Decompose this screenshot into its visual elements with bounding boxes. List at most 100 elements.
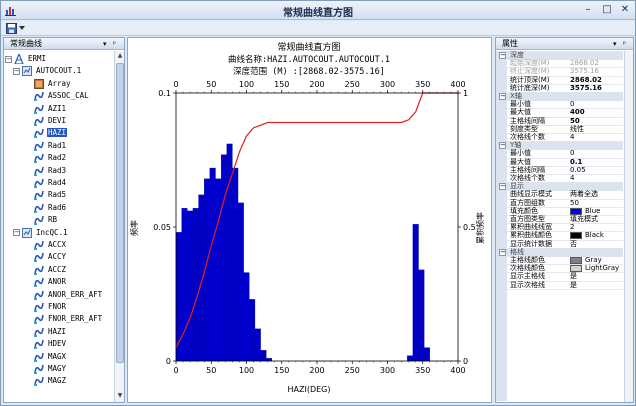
- collapse-toggle[interactable]: −: [13, 66, 20, 75]
- tree-item[interactable]: HAZI: [34, 326, 67, 338]
- property-row[interactable]: 直方图类型 填充模式: [496, 215, 623, 224]
- property-value[interactable]: 50: [570, 117, 626, 126]
- tree-item[interactable]: DEVI: [34, 115, 67, 127]
- property-row[interactable]: 填充颜色 Blue: [496, 207, 623, 216]
- property-row[interactable]: 累积曲线颜色 Black: [496, 231, 623, 240]
- property-value[interactable]: 是: [570, 281, 626, 290]
- property-row[interactable]: 最大值 0.1: [496, 158, 623, 167]
- property-row[interactable]: 统计顶深(M) 2868.02: [496, 76, 623, 85]
- property-value[interactable]: Black: [570, 231, 626, 240]
- property-category[interactable]: − 格线: [496, 247, 623, 257]
- property-row[interactable]: 终止深度(M) 3575.16: [496, 67, 623, 76]
- pin-icon[interactable]: ᵖ: [113, 40, 116, 48]
- tree-item[interactable]: Rad6: [34, 202, 67, 214]
- tree-item[interactable]: FNOR: [34, 301, 67, 313]
- property-row[interactable]: 刻度类型 线性: [496, 125, 623, 134]
- tree-item[interactable]: MAGZ: [34, 375, 67, 387]
- maximize-button[interactable]: □: [602, 4, 612, 15]
- property-value[interactable]: 3575.16: [570, 84, 626, 93]
- property-value[interactable]: 2: [570, 223, 626, 232]
- chevron-down-icon[interactable]: [19, 25, 25, 31]
- property-value[interactable]: 2868.02: [570, 76, 626, 85]
- save-icon[interactable]: [6, 23, 17, 34]
- tree-item[interactable]: RB: [34, 214, 58, 226]
- property-row[interactable]: 最小值 0: [496, 149, 623, 158]
- tree-item[interactable]: AZI1: [34, 103, 67, 115]
- property-category[interactable]: − Y轴: [496, 141, 623, 151]
- property-row[interactable]: 累积曲线线宽 2: [496, 223, 623, 232]
- property-value[interactable]: 填充模式: [570, 215, 626, 224]
- tree-item[interactable]: Rad4: [34, 177, 67, 189]
- property-value[interactable]: 0: [570, 149, 626, 158]
- property-row[interactable]: 主格线颜色 Gray: [496, 256, 623, 265]
- tree-item[interactable]: AUTOCOUT.1: [22, 65, 82, 77]
- property-row[interactable]: 主格线间隔 50: [496, 117, 623, 126]
- property-category[interactable]: − 深度: [496, 51, 623, 60]
- title-bar[interactable]: 常规曲线直方图 – □ ✕: [1, 1, 635, 20]
- property-value[interactable]: 4: [570, 174, 626, 183]
- property-value[interactable]: 50: [570, 199, 626, 208]
- tree-item[interactable]: MAGY: [34, 363, 67, 375]
- property-row[interactable]: 次格线个数 4: [496, 174, 623, 183]
- collapse-toggle[interactable]: −: [499, 141, 506, 150]
- tree-item[interactable]: Rad1: [34, 140, 67, 152]
- tree-item[interactable]: IncQC.1: [22, 227, 69, 239]
- scroll-down-arrow[interactable]: ▼: [117, 392, 123, 399]
- property-value[interactable]: 是: [570, 272, 626, 281]
- property-row[interactable]: 曲线显示模式 两着全选: [496, 190, 623, 199]
- tree-item[interactable]: ACCY: [34, 251, 67, 263]
- property-value[interactable]: 0.1: [570, 158, 626, 167]
- collapse-toggle[interactable]: −: [13, 228, 20, 237]
- property-row[interactable]: 最小值 0: [496, 100, 623, 109]
- property-row[interactable]: 次格线颜色 LightGray: [496, 264, 623, 273]
- property-row[interactable]: 统计底深(M) 3575.16: [496, 84, 623, 93]
- tree-item[interactable]: Rad3: [34, 165, 67, 177]
- pane-dropdown-icon[interactable]: ▾: [103, 40, 107, 48]
- property-row[interactable]: 次格线个数 4: [496, 133, 623, 142]
- tree-item[interactable]: HDEV: [34, 338, 67, 350]
- property-value[interactable]: 4: [570, 133, 626, 142]
- minimize-button[interactable]: –: [585, 4, 591, 15]
- property-value[interactable]: 0.05: [570, 166, 626, 175]
- properties-scrollbar[interactable]: [624, 51, 633, 402]
- property-row[interactable]: 显示统计数据 否: [496, 240, 623, 249]
- tree-item[interactable]: ACCX: [34, 239, 67, 251]
- property-row[interactable]: 起始深度(M) 2868.02: [496, 59, 623, 68]
- tree-item[interactable]: Rad5: [34, 189, 67, 201]
- tree-item[interactable]: HAZI: [34, 127, 68, 139]
- tree-item[interactable]: MAGX: [34, 351, 67, 363]
- property-value[interactable]: 400: [570, 108, 626, 117]
- collapse-toggle[interactable]: −: [499, 51, 506, 59]
- collapse-toggle[interactable]: −: [499, 247, 506, 256]
- collapse-toggle[interactable]: −: [5, 54, 12, 63]
- property-row[interactable]: 显示主格线 是: [496, 272, 623, 281]
- property-value[interactable]: 2868.02: [570, 59, 626, 68]
- collapse-toggle[interactable]: −: [499, 92, 506, 100]
- tree-item[interactable]: Rad2: [34, 152, 67, 164]
- property-row[interactable]: 显示次格线 是: [496, 281, 623, 290]
- property-value[interactable]: Blue: [570, 207, 626, 216]
- tree-item[interactable]: FNOR_ERR_AFT: [34, 313, 103, 325]
- property-value[interactable]: 两着全选: [570, 190, 626, 199]
- property-value[interactable]: LightGray: [570, 264, 626, 273]
- tree-item[interactable]: ASSOC_CAL: [34, 90, 90, 102]
- tree-item[interactable]: Array: [34, 78, 72, 90]
- property-value[interactable]: 线性: [570, 125, 626, 134]
- close-button[interactable]: ✕: [620, 4, 630, 15]
- tree-item[interactable]: ACCZ: [34, 264, 67, 276]
- tree-item[interactable]: ANOR_ERR_AFT: [34, 289, 103, 301]
- pin-icon[interactable]: ᵖ: [623, 40, 626, 48]
- tree-item[interactable]: ANOR: [34, 276, 67, 288]
- tree-scrollbar[interactable]: ▲ ▼: [114, 51, 124, 402]
- property-category[interactable]: − X轴: [496, 92, 623, 101]
- scroll-up-arrow[interactable]: ▲: [117, 52, 123, 59]
- tree-item[interactable]: ERMI: [14, 53, 47, 65]
- pane-dropdown-icon[interactable]: ▾: [613, 40, 617, 48]
- scrollbar-thumb[interactable]: [116, 63, 124, 363]
- property-value[interactable]: 否: [570, 240, 626, 249]
- property-value[interactable]: 0: [570, 100, 626, 109]
- property-value[interactable]: 3575.16: [570, 67, 626, 76]
- property-row[interactable]: 直方图组数 50: [496, 199, 623, 208]
- property-category[interactable]: − 显示: [496, 182, 623, 192]
- property-row[interactable]: 最大值 400: [496, 108, 623, 117]
